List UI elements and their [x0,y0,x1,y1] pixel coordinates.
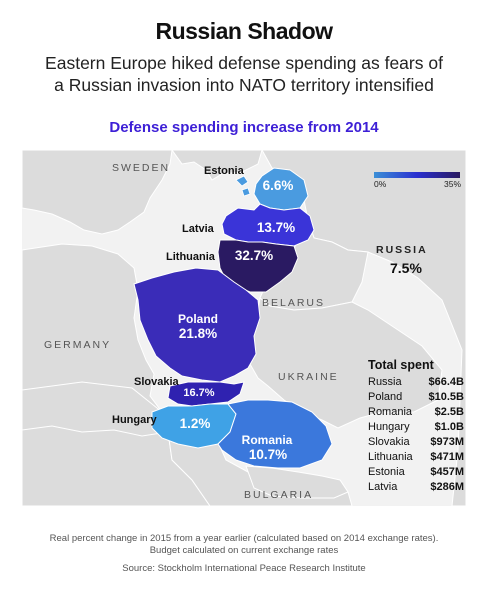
latvia-name: Latvia [182,223,214,235]
belarus-label: BELARUS [262,297,326,309]
lithuania-pct: 32.7% [234,248,274,263]
poland-name: Poland [177,312,218,326]
totals-value: $286M [430,481,464,493]
bulgaria-region [245,465,349,499]
totals-table: Total spent Russia $66.4B Poland $10.5B Ro… [368,358,464,495]
sweden-label: SWEDEN [112,162,171,174]
totals-country: Poland [368,391,403,403]
romania-shape [217,399,333,469]
totals-country: Lithuania [368,451,413,463]
estonia-name: Estonia [204,165,244,177]
estonia-island-1 [235,175,249,187]
chart-subtitle: Eastern Europe hiked defense spending as… [0,52,488,96]
subtitle-line-2: a Russian invasion into NATO territory i… [54,75,434,95]
slovakia-pct: 16.7% [183,387,215,399]
chart-title: Russian Shadow [155,18,333,44]
russia-label: RUSSIA [376,244,428,256]
totals-value: $1.0B [434,421,464,433]
germany-label: GERMANY [44,339,112,351]
totals-row: Romania $2.5B [368,405,464,420]
totals-value: $471M [430,451,464,463]
latvia-pct: 13.7% [256,220,296,235]
legend-min-label: 0% [374,179,387,189]
totals-row: Poland $10.5B [368,390,464,405]
totals-country: Estonia [368,466,405,478]
poland-pct: 21.8% [178,326,218,341]
slovakia-name: Slovakia [134,376,179,388]
bulgaria-label: BULGARIA [244,489,314,501]
slovakia-shape [167,381,245,407]
totals-value: $457M [430,466,464,478]
totals-value: $2.5B [434,406,464,418]
totals-country: Latvia [368,481,398,493]
sweden-region [22,150,173,235]
romania-name: Romania [241,433,293,447]
footnote-line-1: Real percent change in 2015 from a year … [49,533,439,544]
totals-row: Hungary $1.0B [368,420,464,435]
finland-region [171,150,263,181]
latvia-shape [221,203,315,247]
totals-row: Slovakia $973M [368,435,464,450]
totals-row: Lithuania $471M [368,450,464,465]
lithuania-name: Lithuania [166,251,215,263]
legend-gradient [374,172,460,178]
austria-region [22,381,169,437]
russia-pct: 7.5% [390,260,422,276]
totals-value: $973M [430,436,464,448]
totals-value: $66.4B [428,376,464,388]
totals-country: Hungary [368,421,410,433]
hungary-pct: 1.2% [179,416,211,431]
totals-value: $10.5B [428,391,464,403]
footnote: Real percent change in 2015 from a year … [0,533,488,557]
totals-row: Russia $66.4B [368,375,464,390]
legend-max-label: 35% [444,179,462,189]
totals-heading: Total spent [368,358,434,372]
poland-shape [133,267,261,383]
ukraine-label: UKRAINE [278,371,339,383]
hungary-name: Hungary [112,414,157,426]
estonia-pct: 6.6% [262,178,294,193]
subtitle-line-1: Eastern Europe hiked defense spending as… [45,53,443,73]
totals-country: Slovakia [368,436,410,448]
romania-pct: 10.7% [248,447,288,462]
map: SWEDEN GERMANY BELARUS UKRAINE BULGARIA … [22,150,466,506]
totals-row: Latvia $286M [368,480,464,495]
map-svg [22,150,466,506]
source-note: Source: Stockholm International Peace Re… [122,563,366,574]
totals-row: Estonia $457M [368,465,464,480]
totals-country: Russia [368,376,402,388]
map-title: Defense spending increase from 2014 [109,119,379,136]
totals-country: Romania [368,406,413,418]
estonia-island-2 [241,187,251,197]
footnote-line-2: Budget calculated on current exchange ra… [149,545,339,556]
